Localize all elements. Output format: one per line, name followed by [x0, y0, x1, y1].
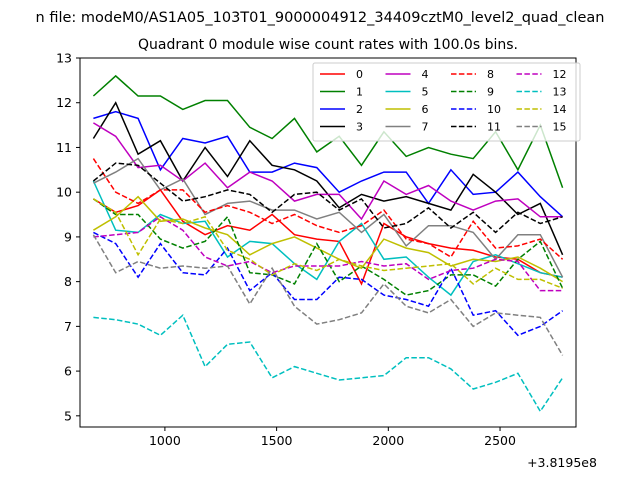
- legend-label-3: 3: [356, 121, 363, 134]
- legend-label-2: 2: [356, 103, 363, 116]
- series-line-6: [93, 195, 563, 283]
- legend-label-15: 15: [553, 121, 567, 134]
- y-tick-label: 9: [64, 229, 72, 244]
- series-line-9: [92, 198, 564, 296]
- legend-label-1: 1: [356, 86, 363, 99]
- series-line-8: [92, 158, 564, 260]
- y-axis-ticks: 5 6 7 8 9 10 11 12 13: [56, 51, 80, 423]
- chart-suptitle: n file: modeM0/AS1A05_103T01_9000004912_…: [36, 10, 605, 26]
- series-line-12: [93, 215, 563, 292]
- legend-label-12: 12: [553, 68, 567, 81]
- series-line-5: [92, 180, 563, 297]
- series-line-0: [93, 188, 563, 286]
- y-tick-label: 13: [56, 51, 72, 66]
- y-tick-label: 11: [56, 140, 72, 155]
- series-line-4: [93, 122, 563, 221]
- x-tick-label: 2500: [484, 433, 516, 448]
- series-line-15: [92, 234, 564, 356]
- legend-box: [312, 62, 581, 142]
- legend-label-0: 0: [356, 68, 363, 81]
- legend-label-6: 6: [422, 103, 429, 116]
- x-tick-label: 1500: [261, 433, 293, 448]
- legend-label-4: 4: [422, 68, 429, 81]
- x-tick-label: 1000: [149, 433, 181, 448]
- legend-label-9: 9: [487, 86, 494, 99]
- y-tick-label: 10: [56, 185, 72, 200]
- legend-label-11: 11: [487, 121, 501, 134]
- y-tick-label: 8: [64, 274, 72, 289]
- legend-label-8: 8: [487, 68, 494, 81]
- series-line-7: [93, 157, 564, 278]
- y-tick-label: 5: [64, 408, 72, 423]
- legend-label-10: 10: [487, 103, 501, 116]
- series-line-11: [92, 162, 563, 234]
- legend-label-14: 14: [553, 103, 567, 116]
- series-line-13: [93, 313, 564, 413]
- series-layer: [92, 74, 564, 413]
- plot-frame: [79, 57, 577, 428]
- series-line-2: [93, 110, 564, 218]
- series-line-10: [93, 231, 564, 337]
- x-tick-label: 2000: [372, 433, 404, 448]
- legend-label-7: 7: [422, 121, 429, 134]
- y-tick-label: 12: [56, 95, 72, 110]
- chart-title: Quadrant 0 module wise count rates with …: [138, 37, 518, 53]
- legend-label-13: 13: [553, 86, 567, 99]
- y-tick-label: 7: [64, 319, 72, 334]
- series-line-1: [92, 74, 564, 188]
- y-tick-label: 6: [64, 364, 72, 379]
- series-line-14: [93, 198, 563, 289]
- x-offset-label: +3.8195e8: [527, 455, 597, 470]
- x-axis-ticks: 1000 1500 2000 2500: [149, 427, 516, 448]
- legend-label-5: 5: [422, 86, 429, 99]
